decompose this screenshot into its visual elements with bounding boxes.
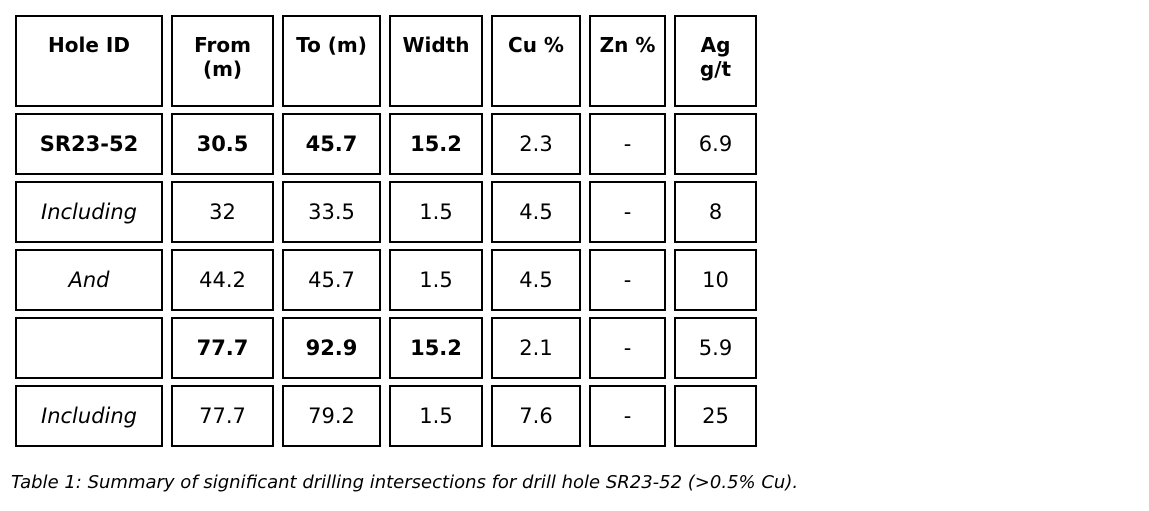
cu-cell: 7.6 <box>491 385 581 447</box>
ag-cell: 8 <box>674 181 757 243</box>
to-cell: 45.7 <box>282 249 381 311</box>
table-row-and-1: And 44.2 45.7 1.5 4.5 - 10 <box>15 249 757 311</box>
width-cell: 1.5 <box>389 249 483 311</box>
cu-cell: 2.3 <box>491 113 581 175</box>
hole-id-cell: And <box>15 249 163 311</box>
column-header-label: Zn % <box>599 33 656 57</box>
column-header-cu-pct: Cu % <box>491 15 581 107</box>
zn-cell: - <box>589 113 666 175</box>
table-caption: Table 1: Summary of significant drilling… <box>11 472 799 493</box>
zn-cell: - <box>589 385 666 447</box>
width-cell: 1.5 <box>389 181 483 243</box>
ag-cell: 10 <box>674 249 757 311</box>
drill-results-table: Hole ID From (m) To (m) Width Cu % Zn % … <box>7 9 765 453</box>
table-row-including-1: Including 32 33.5 1.5 4.5 - 8 <box>15 181 757 243</box>
table-row-interval-2: 77.7 92.9 15.2 2.1 - 5.9 <box>15 317 757 379</box>
column-header-to-m: To (m) <box>282 15 381 107</box>
width-cell: 15.2 <box>389 317 483 379</box>
to-cell: 79.2 <box>282 385 381 447</box>
column-header-width: Width <box>389 15 483 107</box>
from-cell: 77.7 <box>171 385 274 447</box>
header-row: Hole ID From (m) To (m) Width Cu % Zn % … <box>15 15 757 107</box>
zn-cell: - <box>589 181 666 243</box>
hole-id-cell: Including <box>15 385 163 447</box>
from-cell: 30.5 <box>171 113 274 175</box>
column-header-label: Cu % <box>508 33 564 57</box>
column-header-label: Hole ID <box>48 33 130 57</box>
document-page: Hole ID From (m) To (m) Width Cu % Zn % … <box>0 9 1149 511</box>
from-cell: 32 <box>171 181 274 243</box>
column-header-label: To (m) <box>296 33 367 57</box>
hole-id-cell: SR23-52 <box>15 113 163 175</box>
to-cell: 92.9 <box>282 317 381 379</box>
column-header-label: Ag g/t <box>699 33 732 81</box>
cu-cell: 2.1 <box>491 317 581 379</box>
column-header-from-m: From (m) <box>171 15 274 107</box>
hole-id-cell <box>15 317 163 379</box>
table-row-including-2: Including 77.7 79.2 1.5 7.6 - 25 <box>15 385 757 447</box>
width-cell: 1.5 <box>389 385 483 447</box>
column-header-ag-gt: Ag g/t <box>674 15 757 107</box>
to-cell: 45.7 <box>282 113 381 175</box>
column-header-label: Width <box>402 33 470 57</box>
table-row-interval-1: SR23-52 30.5 45.7 15.2 2.3 - 6.9 <box>15 113 757 175</box>
to-cell: 33.5 <box>282 181 381 243</box>
cu-cell: 4.5 <box>491 249 581 311</box>
from-cell: 44.2 <box>171 249 274 311</box>
cu-cell: 4.5 <box>491 181 581 243</box>
column-header-label: From (m) <box>194 33 251 81</box>
column-header-hole-id: Hole ID <box>15 15 163 107</box>
column-header-zn-pct: Zn % <box>589 15 666 107</box>
hole-id-cell: Including <box>15 181 163 243</box>
width-cell: 15.2 <box>389 113 483 175</box>
zn-cell: - <box>589 317 666 379</box>
ag-cell: 5.9 <box>674 317 757 379</box>
from-cell: 77.7 <box>171 317 274 379</box>
ag-cell: 6.9 <box>674 113 757 175</box>
ag-cell: 25 <box>674 385 757 447</box>
zn-cell: - <box>589 249 666 311</box>
